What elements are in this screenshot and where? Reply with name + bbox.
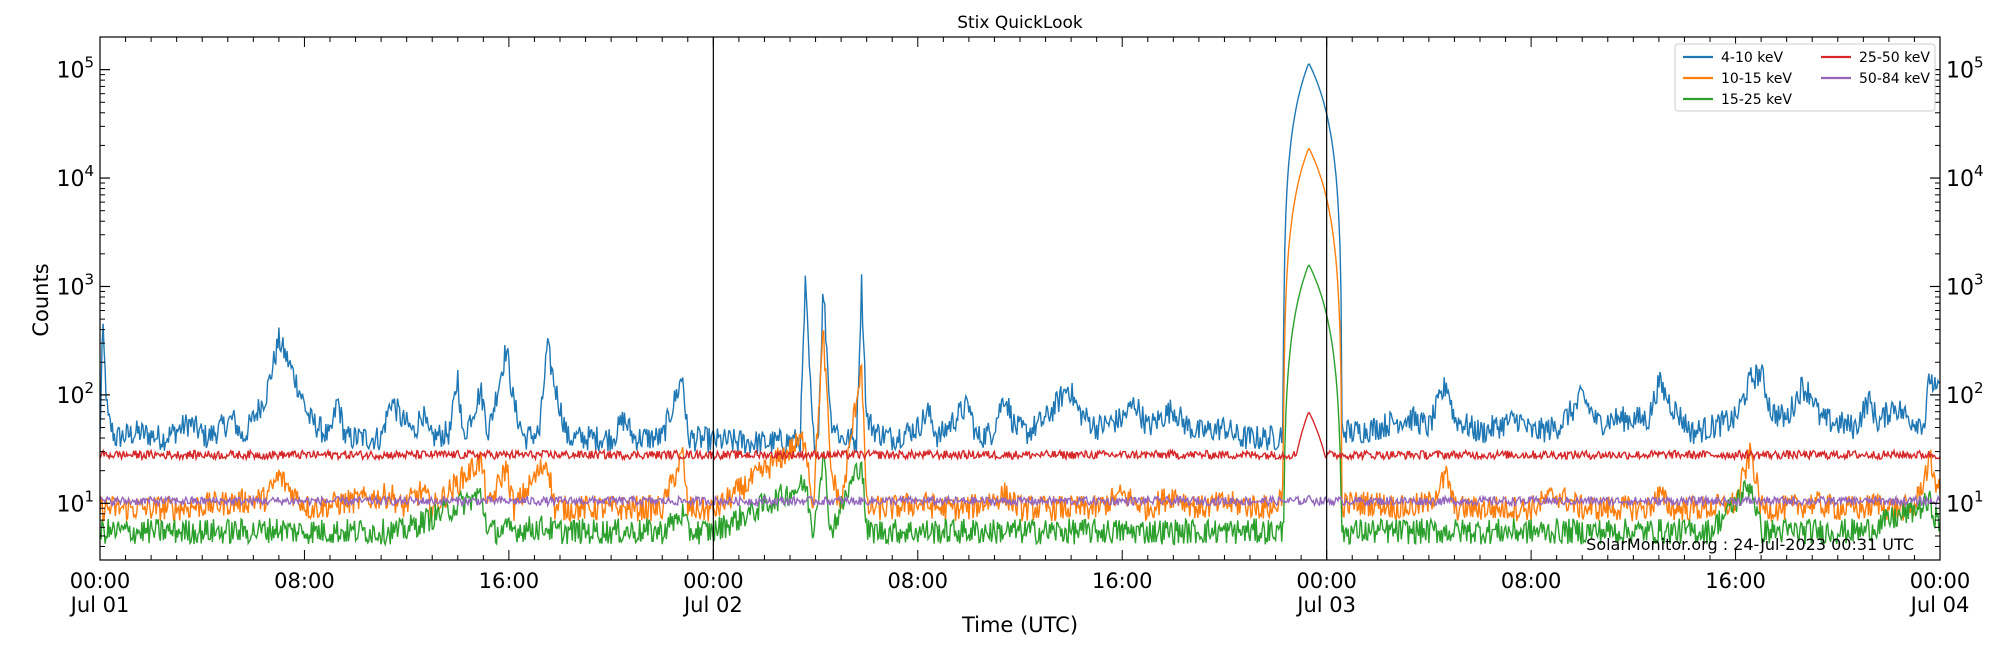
y-axis-ticks: 101 101 102 102 103 103 104 104 105 105 — [56, 36, 1984, 561]
x-tick-label: Jul 02 — [682, 593, 743, 617]
day-boundary-lines — [712, 37, 1328, 560]
x-tick-label: 08:00 — [1501, 569, 1562, 593]
x-tick-label: Jul 03 — [1295, 593, 1356, 617]
x-tick-label: 08:00 — [888, 569, 949, 593]
x-tick-label: Jul 01 — [69, 593, 130, 617]
legend-label: 50-84 keV — [1859, 71, 1930, 87]
y-tick-label: 103 — [56, 270, 94, 300]
legend-box — [1674, 43, 1936, 112]
series-line-50-84-kev — [100, 494, 1940, 508]
series-layer — [100, 63, 1940, 547]
series-line-25-50-kev — [100, 411, 1940, 462]
x-tick-label: Jul 04 — [1909, 593, 1970, 617]
y-tick-label: 103 — [1946, 270, 1984, 300]
x-tick-label: 08:00 — [274, 569, 335, 593]
series-line-15-25-kev — [100, 264, 1940, 547]
x-tick-label: 00:00 — [70, 569, 131, 593]
legend-label: 4-10 keV — [1721, 50, 1783, 66]
y-tick-label: 101 — [1946, 487, 1984, 517]
x-tick-label: 16:00 — [1092, 569, 1153, 593]
y-tick-label: 104 — [56, 162, 94, 192]
series-line-10-15-kev — [100, 148, 1940, 524]
watermark: SolarMonitor.org : 24-Jul-2023 00:31 UTC — [1586, 535, 1914, 554]
legend-label: 15-25 keV — [1721, 92, 1792, 108]
y-tick-label: 105 — [56, 54, 94, 84]
x-tick-label: 00:00 — [1910, 569, 1971, 593]
y-tick-label: 102 — [1946, 379, 1984, 409]
legend-label: 25-50 keV — [1859, 50, 1930, 66]
x-tick-label: 16:00 — [1705, 569, 1766, 593]
plot-frame — [99, 36, 1941, 561]
y-tick-label: 105 — [1946, 54, 1984, 84]
legend: 4-10 keV 10-15 keV 15-25 keV 25-50 keV 50-84… — [1674, 43, 1936, 112]
x-tick-label: 00:00 — [1296, 569, 1357, 593]
y-tick-label: 101 — [56, 487, 94, 517]
y-axis-label: Counts — [29, 263, 53, 336]
x-tick-label: 16:00 — [479, 569, 540, 593]
x-tick-label: 00:00 — [683, 569, 744, 593]
legend-label: 10-15 keV — [1721, 71, 1792, 87]
series-line-4-10-kev — [100, 63, 1940, 455]
y-tick-label: 104 — [1946, 162, 1984, 192]
x-axis-label: Time (UTC) — [961, 613, 1078, 637]
y-tick-label: 102 — [56, 379, 94, 409]
chart-title: Stix QuickLook — [957, 13, 1083, 33]
